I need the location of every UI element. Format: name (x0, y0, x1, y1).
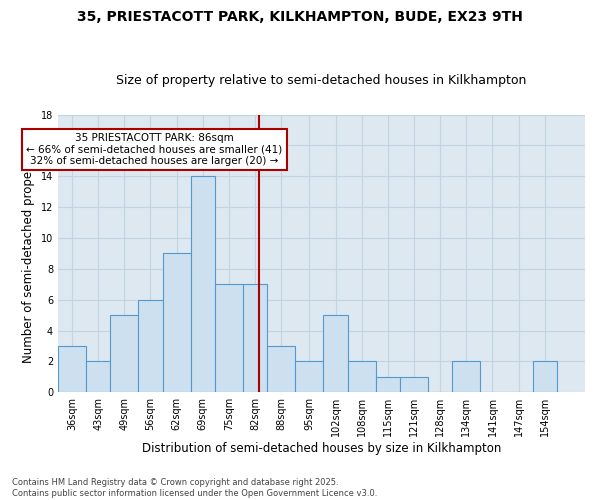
Bar (215, 284, 243, 393)
Bar (191, 176, 215, 392)
Bar (323, 315, 347, 392)
Bar (243, 284, 267, 393)
Text: Contains HM Land Registry data © Crown copyright and database right 2025.
Contai: Contains HM Land Registry data © Crown c… (12, 478, 377, 498)
Text: 35 PRIESTACOTT PARK: 86sqm
← 66% of semi-detached houses are smaller (41)
32% of: 35 PRIESTACOTT PARK: 86sqm ← 66% of semi… (26, 133, 283, 166)
Text: 35, PRIESTACOTT PARK, KILKHAMPTON, BUDE, EX23 9TH: 35, PRIESTACOTT PARK, KILKHAMPTON, BUDE,… (77, 10, 523, 24)
Bar (400, 377, 428, 392)
Bar (58, 346, 86, 393)
X-axis label: Distribution of semi-detached houses by size in Kilkhampton: Distribution of semi-detached houses by … (142, 442, 501, 455)
Bar (533, 362, 557, 392)
Bar (110, 315, 139, 392)
Bar (139, 300, 163, 392)
Bar (295, 362, 323, 392)
Bar (86, 362, 110, 392)
Bar (347, 362, 376, 392)
Y-axis label: Number of semi-detached properties: Number of semi-detached properties (22, 144, 35, 363)
Bar (376, 377, 400, 392)
Bar (267, 346, 295, 393)
Bar (452, 362, 481, 392)
Bar (163, 254, 191, 392)
Title: Size of property relative to semi-detached houses in Kilkhampton: Size of property relative to semi-detach… (116, 74, 527, 87)
